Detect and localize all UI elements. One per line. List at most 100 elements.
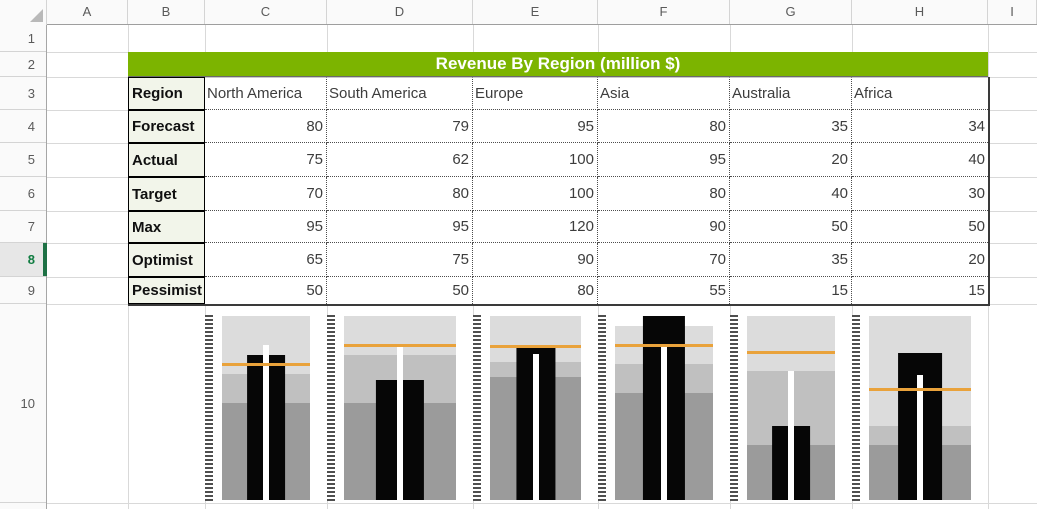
row-header-9[interactable]: 9 xyxy=(0,277,46,304)
chart-axis-band xyxy=(852,315,860,501)
forecast-marker xyxy=(917,374,923,500)
data-cell[interactable]: 80 xyxy=(473,277,598,304)
chart-plot-area xyxy=(869,316,971,500)
data-cell[interactable]: 35 xyxy=(730,110,852,143)
corner-triangle-icon xyxy=(30,9,43,22)
region-header-cell[interactable]: North America xyxy=(205,77,327,110)
gridline xyxy=(47,503,1037,504)
data-cell[interactable]: 95 xyxy=(598,143,730,177)
data-cell[interactable]: 20 xyxy=(852,243,988,277)
data-cell[interactable]: 75 xyxy=(205,143,327,177)
column-header-A[interactable]: A xyxy=(47,0,128,24)
data-cell[interactable]: 15 xyxy=(852,277,988,304)
region-header-cell[interactable]: Asia xyxy=(598,77,730,110)
data-cell[interactable]: 70 xyxy=(598,243,730,277)
data-cell[interactable]: 50 xyxy=(327,277,473,304)
row-header-8[interactable]: 8 xyxy=(0,243,47,277)
row-label-cell[interactable]: Max xyxy=(128,211,205,243)
column-header-C[interactable]: C xyxy=(205,0,327,24)
bullet-chart-australia[interactable] xyxy=(730,306,852,503)
row-header-4[interactable]: 4 xyxy=(0,110,46,143)
revenue-table: Region North America South America Europe As… xyxy=(128,77,990,306)
row-header-column: 1 2 3 4 5 6 7 8 9 10 xyxy=(0,25,47,509)
data-cell[interactable]: 40 xyxy=(852,143,988,177)
chart-axis-band xyxy=(598,315,606,501)
data-cell[interactable]: 120 xyxy=(473,211,598,243)
data-cell[interactable]: 100 xyxy=(473,177,598,211)
title-cell[interactable]: Revenue By Region (million $) xyxy=(128,52,988,77)
column-header-E[interactable]: E xyxy=(473,0,598,24)
region-header-cell[interactable]: Africa xyxy=(852,77,988,110)
data-cell[interactable]: 62 xyxy=(327,143,473,177)
chart-plot-area xyxy=(490,316,581,500)
row-header-6[interactable]: 6 xyxy=(0,177,46,211)
active-row-accent xyxy=(43,243,47,276)
row-label-cell[interactable]: Pessimist xyxy=(128,277,205,304)
row-label-cell[interactable]: Actual xyxy=(128,143,205,177)
row-header-7[interactable]: 7 xyxy=(0,211,46,243)
bullet-chart-europe[interactable] xyxy=(473,306,598,503)
data-cell[interactable]: 40 xyxy=(730,177,852,211)
row-label-cell[interactable]: Target xyxy=(128,177,205,211)
data-cell[interactable]: 90 xyxy=(598,211,730,243)
page-title: Revenue By Region (million $) xyxy=(435,54,681,73)
column-header-H[interactable]: H xyxy=(852,0,988,24)
region-header-cell[interactable]: South America xyxy=(327,77,473,110)
zone-max xyxy=(747,316,835,372)
data-cell[interactable]: 95 xyxy=(205,211,327,243)
target-line xyxy=(747,351,835,355)
data-cell[interactable]: 35 xyxy=(730,243,852,277)
data-cell[interactable]: 90 xyxy=(473,243,598,277)
row-label-cell[interactable]: Forecast xyxy=(128,110,205,143)
column-header-B[interactable]: B xyxy=(128,0,205,24)
target-line xyxy=(222,362,310,366)
data-cell[interactable]: 34 xyxy=(852,110,988,143)
data-cell[interactable]: 50 xyxy=(205,277,327,304)
bullet-chart-africa[interactable] xyxy=(852,306,988,503)
data-cell[interactable]: 100 xyxy=(473,143,598,177)
table-corner-cell[interactable]: Region xyxy=(128,77,205,110)
chart-axis-band xyxy=(730,315,738,501)
data-cell[interactable]: 70 xyxy=(205,177,327,211)
forecast-marker xyxy=(661,345,667,500)
column-header-I[interactable]: I xyxy=(988,0,1037,24)
data-cell[interactable]: 95 xyxy=(327,211,473,243)
data-cell[interactable]: 20 xyxy=(730,143,852,177)
data-cell[interactable]: 80 xyxy=(327,177,473,211)
chart-axis-band xyxy=(205,315,213,501)
column-header-G[interactable]: G xyxy=(730,0,852,24)
target-line xyxy=(490,345,581,349)
bullet-chart-south-america[interactable] xyxy=(327,306,473,503)
row-header-2[interactable]: 2 xyxy=(0,52,46,77)
forecast-marker xyxy=(263,345,269,500)
bullet-chart-north-america[interactable] xyxy=(205,306,327,503)
region-header-cell[interactable]: Europe xyxy=(473,77,598,110)
data-cell[interactable]: 80 xyxy=(205,110,327,143)
row-header-5[interactable]: 5 xyxy=(0,143,46,177)
row-header-3[interactable]: 3 xyxy=(0,77,46,110)
data-cell[interactable]: 95 xyxy=(473,110,598,143)
row-label-cell[interactable]: Optimist xyxy=(128,243,205,277)
data-cell[interactable]: 75 xyxy=(327,243,473,277)
data-cell[interactable]: 30 xyxy=(852,177,988,211)
row-header-1[interactable]: 1 xyxy=(0,25,46,52)
column-header-F[interactable]: F xyxy=(598,0,730,24)
data-cell[interactable]: 80 xyxy=(598,110,730,143)
data-cell[interactable]: 55 xyxy=(598,277,730,304)
chart-plot-area xyxy=(344,316,456,500)
column-header-D[interactable]: D xyxy=(327,0,473,24)
select-all-corner[interactable] xyxy=(0,0,47,25)
data-cell[interactable]: 50 xyxy=(852,211,988,243)
row-header-10[interactable]: 10 xyxy=(0,304,46,503)
data-cell[interactable]: 79 xyxy=(327,110,473,143)
target-line xyxy=(869,388,971,392)
bullet-chart-asia[interactable] xyxy=(598,306,730,503)
region-header-cell[interactable]: Australia xyxy=(730,77,852,110)
data-cell[interactable]: 15 xyxy=(730,277,852,304)
data-cell[interactable]: 50 xyxy=(730,211,852,243)
chart-axis-band xyxy=(327,315,335,501)
data-cell[interactable]: 65 xyxy=(205,243,327,277)
data-cell[interactable]: 80 xyxy=(598,177,730,211)
